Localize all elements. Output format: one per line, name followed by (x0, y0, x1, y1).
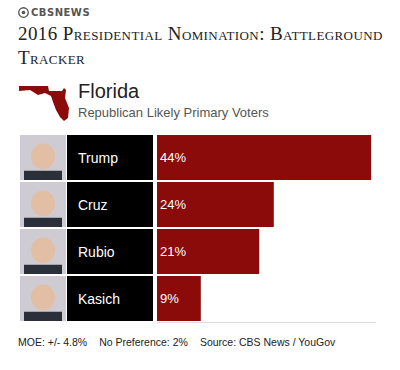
svg-text:21%: 21% (160, 244, 186, 259)
html-text:Republican Likely Primary Vote: Republican Likely Primary Voters (78, 105, 269, 120)
svg-text:9%: 9% (160, 291, 179, 306)
html-text:Source: CBS News / YouGov: Source: CBS News / YouGov (199, 336, 336, 348)
html-text:CBSNEWS: CBSNEWS (31, 7, 91, 18)
svg-text:24%: 24% (160, 197, 186, 212)
html-text:2016 Presidential Nomination:: 2016 Presidential Nomination: Battlegrou… (18, 23, 383, 68)
html-text:MOE: +/- 4.8%: MOE: +/- 4.8% (18, 336, 88, 348)
html-text:Florida: Florida (78, 80, 140, 102)
svg-text:Kasich: Kasich (78, 291, 120, 307)
svg-text:Cruz: Cruz (78, 197, 108, 213)
svg-text:Trump: Trump (78, 150, 118, 166)
html-text:No Preference: 2%: No Preference: 2% (99, 336, 188, 348)
svg-text:44%: 44% (160, 150, 186, 165)
svg-text:Rubio: Rubio (78, 244, 115, 260)
